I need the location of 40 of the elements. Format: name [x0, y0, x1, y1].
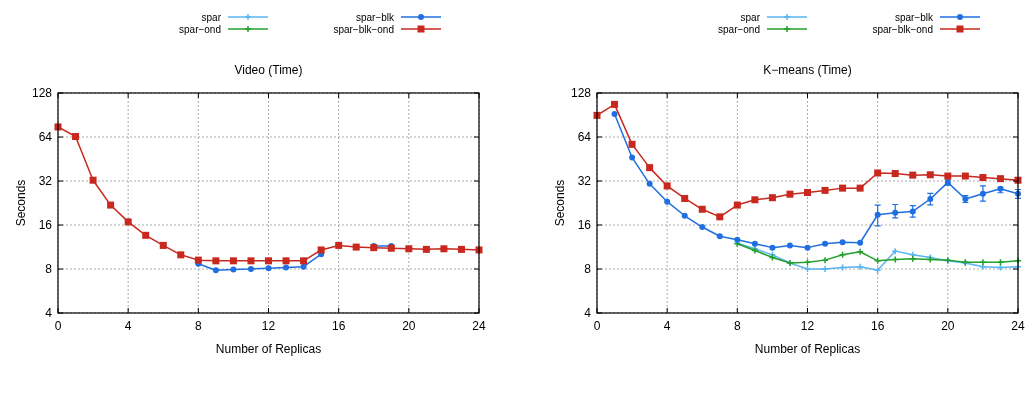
x-tick-label: 20 [941, 319, 955, 333]
legend-label: spar−blk [894, 12, 934, 23]
chart-title: K−means (Time) [763, 63, 852, 77]
legend-label: spar−ond [179, 24, 221, 35]
y-axis-title: Seconds [553, 179, 567, 227]
x-tick-label: 24 [1011, 319, 1025, 333]
y-tick-label: 128 [570, 86, 592, 100]
y-tick-label: 16 [38, 218, 53, 232]
y-tick-label: 64 [577, 130, 592, 144]
x-tick-label: 16 [870, 319, 885, 333]
y-tick-label: 16 [577, 218, 592, 232]
x-tick-label: 4 [124, 319, 132, 333]
y-tick-label: 32 [577, 174, 592, 188]
x-tick-label: 20 [402, 319, 416, 333]
legend-label: spar [740, 12, 761, 23]
y-tick-label: 128 [31, 86, 53, 100]
x-axis-title: Number of Replicas [754, 342, 861, 356]
y-axis-title: Seconds [14, 179, 28, 227]
x-tick-label: 0 [54, 319, 62, 333]
x-tick-label: 24 [472, 319, 486, 333]
x-tick-label: 0 [593, 319, 601, 333]
y-tick-label: 32 [38, 174, 53, 188]
legend-label: spar−blk−ond [333, 24, 394, 35]
x-tick-label: 16 [331, 319, 346, 333]
x-tick-label: 12 [261, 319, 276, 333]
x-tick-label: 8 [194, 319, 202, 333]
y-tick-label: 8 [45, 262, 53, 276]
x-tick-label: 12 [800, 319, 815, 333]
x-tick-label: 8 [733, 319, 741, 333]
y-tick-label: 8 [584, 262, 592, 276]
y-tick-label: 4 [45, 306, 53, 320]
chart-title: Video (Time) [234, 63, 303, 77]
y-tick-label: 4 [584, 306, 592, 320]
legend-label: spar−blk−ond [872, 24, 933, 35]
legend-label: spar−blk [355, 12, 395, 23]
x-axis-title: Number of Replicas [215, 342, 322, 356]
y-tick-label: 64 [38, 130, 53, 144]
legend-label: spar−ond [718, 24, 760, 35]
x-tick-label: 4 [663, 319, 671, 333]
legend-label: spar [201, 12, 222, 23]
